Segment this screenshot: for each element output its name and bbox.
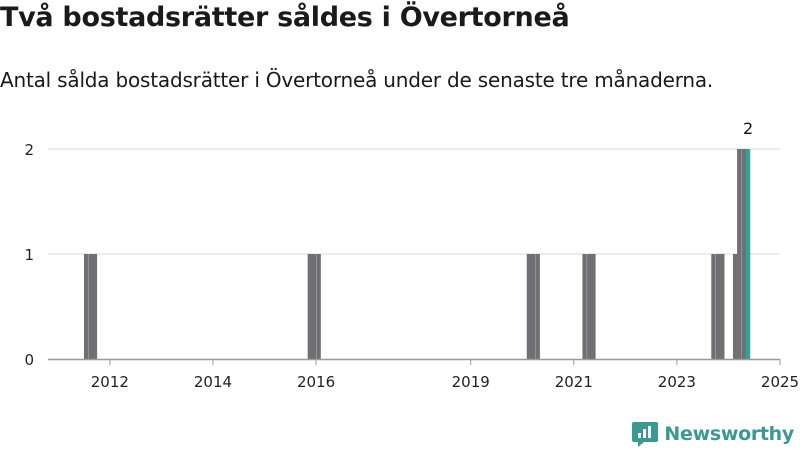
x-tick-label: 2021 (555, 373, 593, 391)
y-tick-label: 0 (24, 351, 34, 369)
bar (591, 254, 596, 359)
bar (535, 254, 540, 359)
bar (92, 254, 98, 359)
x-tick-label: 2023 (658, 373, 696, 391)
chart-title: Två bostadsrätter såldes i Övertorneå (0, 2, 570, 33)
x-tick-label: 2019 (452, 373, 490, 391)
bar (720, 254, 725, 359)
bar (732, 254, 738, 359)
bar (307, 254, 313, 359)
bars (83, 149, 751, 359)
x-axis (48, 358, 781, 365)
bar (526, 254, 532, 359)
bar (582, 254, 587, 359)
y-tick-label: 1 (24, 246, 34, 264)
bar-highlight (745, 149, 751, 359)
bar (311, 254, 317, 359)
y-axis-labels: 0 1 2 (24, 141, 34, 369)
y-tick-label: 2 (24, 141, 34, 159)
x-axis-labels: 2012 2014 2016 2019 2021 2023 2025 (91, 373, 799, 391)
bar (316, 254, 321, 359)
x-tick-label: 2025 (761, 373, 799, 391)
x-tick-label: 2012 (91, 373, 129, 391)
gridlines (48, 148, 780, 255)
bar (587, 254, 592, 359)
bar (88, 254, 93, 359)
chart-subtitle: Antal sålda bostadsrätter i Övertorneå u… (0, 68, 714, 92)
bar (715, 254, 721, 359)
x-tick-label: 2014 (194, 373, 232, 391)
bar (530, 254, 536, 359)
bar (711, 254, 716, 359)
brand-logo: Newsworthy (632, 420, 794, 448)
bar (737, 149, 742, 359)
newsworthy-logo-icon (632, 422, 659, 447)
x-tick-label: 2016 (297, 373, 335, 391)
data-label: 2 (743, 119, 753, 138)
brand-name: Newsworthy (664, 423, 794, 445)
bar (741, 149, 747, 359)
data-labels: 2 (743, 119, 753, 138)
bar (83, 254, 89, 359)
